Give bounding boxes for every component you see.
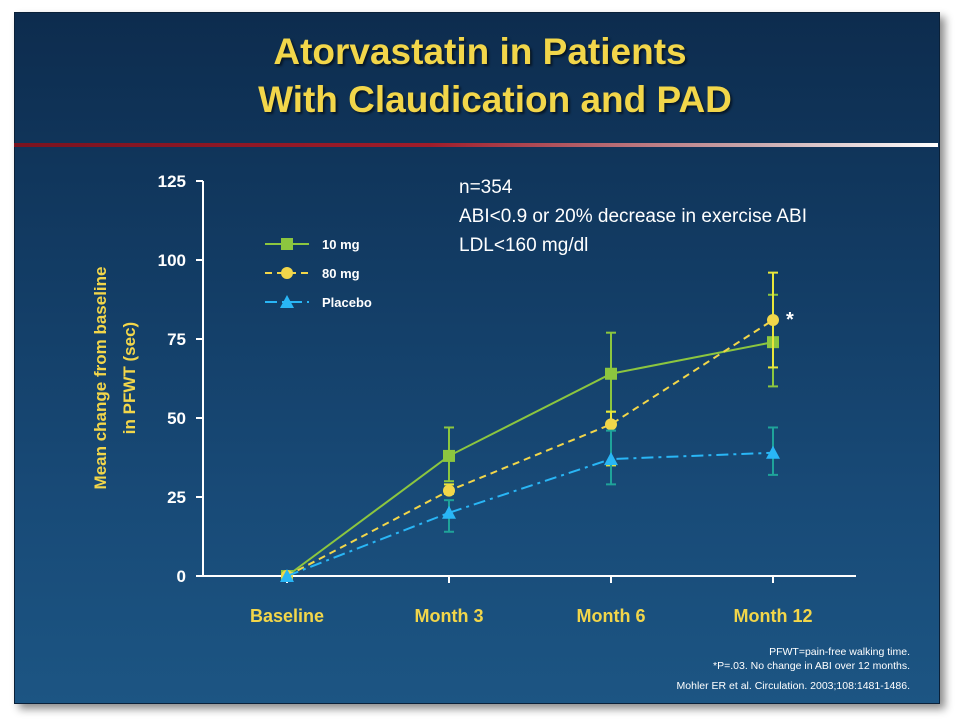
annotation-abi: ABI<0.9 or 20% decrease in exercise ABI: [459, 206, 807, 227]
series-line-80-mg: [286, 319, 774, 577]
x-tick-label-month-12: Month 12: [734, 606, 813, 626]
slide-title: Atorvastatin in Patients With Claudicati…: [0, 28, 960, 124]
series-placebo: [280, 426, 780, 582]
y-tick-label-75: 75: [167, 330, 186, 349]
x-tick-label-month-3: Month 3: [415, 606, 484, 626]
significance-marker: *: [786, 309, 794, 331]
data-point-placebo-3: [766, 445, 780, 459]
citation: Mohler ER et al. Circulation. 2003;108:1…: [676, 680, 910, 692]
y-tick-label-25: 25: [167, 488, 186, 507]
series-layer: [280, 271, 780, 582]
y-tick-label-50: 50: [167, 409, 186, 428]
annotation-ldl: LDL<160 mg/dl: [459, 235, 588, 256]
legend-marker-placebo: [280, 295, 294, 308]
x-tick-label-baseline: Baseline: [250, 606, 324, 626]
chart-axes: [202, 181, 856, 577]
series-line-placebo: [286, 451, 774, 577]
legend: 10 mg 80 mg Placebo: [265, 237, 372, 310]
legend-marker-10-mg: [281, 238, 293, 250]
data-point-placebo-0: [280, 569, 294, 582]
data-point-80-mg-1: [443, 484, 455, 497]
y-tick-label-125: 125: [158, 172, 186, 191]
legend-label-80-mg: 80 mg: [322, 266, 360, 281]
data-point-placebo-1: [442, 505, 456, 519]
title-divider: [14, 143, 938, 147]
slide-background: [14, 12, 940, 704]
title-line-2: With Claudication and PAD: [258, 79, 732, 120]
data-point-10-mg-2: [605, 367, 617, 380]
footnote-pvalue: *P=.03. No change in ABI over 12 months.: [713, 660, 910, 672]
legend-label-10-mg: 10 mg: [322, 237, 360, 252]
series-line-10-mg: [286, 341, 774, 577]
y-axis-label-line-1: Mean change from baseline: [91, 267, 110, 490]
data-point-placebo-2: [604, 452, 618, 466]
legend-label-placebo: Placebo: [322, 295, 372, 310]
y-tick-label-100: 100: [158, 251, 186, 270]
footnote-pfwt: PFWT=pain-free walking time.: [769, 646, 910, 658]
x-tick-label-month-6: Month 6: [577, 606, 646, 626]
data-point-10-mg-1: [443, 449, 455, 462]
series-80-mg: [281, 271, 779, 582]
data-point-80-mg-2: [605, 418, 617, 431]
x-ticks: Baseline Month 3 Month 6 Month 12: [250, 576, 813, 626]
title-line-1: Atorvastatin in Patients: [273, 31, 687, 72]
annotation-n: n=354: [459, 177, 513, 198]
y-tick-label-0: 0: [177, 567, 186, 586]
y-axis-label-line-2: in PFWT (sec): [120, 322, 139, 434]
y-ticks: 0 25 50 75 100 125: [158, 172, 203, 586]
legend-marker-80-mg: [281, 267, 293, 279]
data-point-80-mg-3: [767, 314, 779, 327]
